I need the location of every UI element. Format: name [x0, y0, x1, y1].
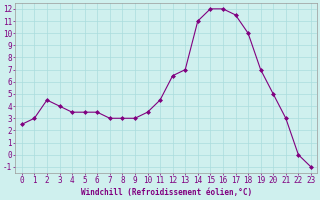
- X-axis label: Windchill (Refroidissement éolien,°C): Windchill (Refroidissement éolien,°C): [81, 188, 252, 197]
